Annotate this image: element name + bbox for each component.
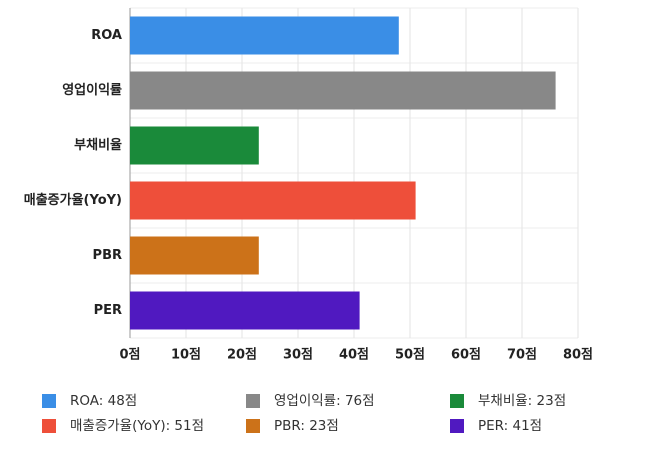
x-tick-label: 80점	[563, 348, 593, 363]
x-tick-label: 50점	[395, 348, 425, 363]
y-tick-label: 부채비율	[74, 137, 122, 153]
x-tick-label: 30점	[283, 348, 313, 363]
bar	[130, 16, 399, 55]
legend-label: ROA: 48점	[70, 393, 137, 409]
y-tick-label: 영업이익률	[62, 82, 122, 98]
x-tick-label: 20점	[227, 348, 257, 363]
legend-swatch	[450, 419, 464, 433]
legend-swatch	[42, 394, 56, 408]
legend-swatch	[42, 419, 56, 433]
bar	[130, 236, 259, 275]
legend-label: 부채비율: 23점	[478, 393, 566, 409]
y-tick-label: PER	[94, 303, 122, 318]
y-tick-label: 매출증가율(YoY)	[24, 192, 122, 208]
legend-label: PBR: 23점	[274, 418, 339, 434]
x-tick-label: 10점	[171, 348, 201, 363]
legend-swatch	[246, 394, 260, 408]
x-tick-label: 0점	[119, 348, 140, 363]
y-tick-label: PBR	[93, 248, 122, 263]
x-tick-label: 40점	[339, 348, 369, 363]
bar	[130, 126, 259, 165]
legend-label: 영업이익률: 76점	[274, 393, 375, 409]
x-tick-label: 60점	[451, 348, 481, 363]
bar	[130, 181, 416, 220]
bar	[130, 71, 556, 110]
x-tick-label: 70점	[507, 348, 537, 363]
legend-label: 매출증가율(YoY): 51점	[70, 418, 204, 434]
y-tick-label: ROA	[91, 28, 122, 43]
bar	[130, 291, 360, 330]
legend-label: PER: 41점	[478, 418, 542, 434]
legend-swatch	[450, 394, 464, 408]
legend-swatch	[246, 419, 260, 433]
